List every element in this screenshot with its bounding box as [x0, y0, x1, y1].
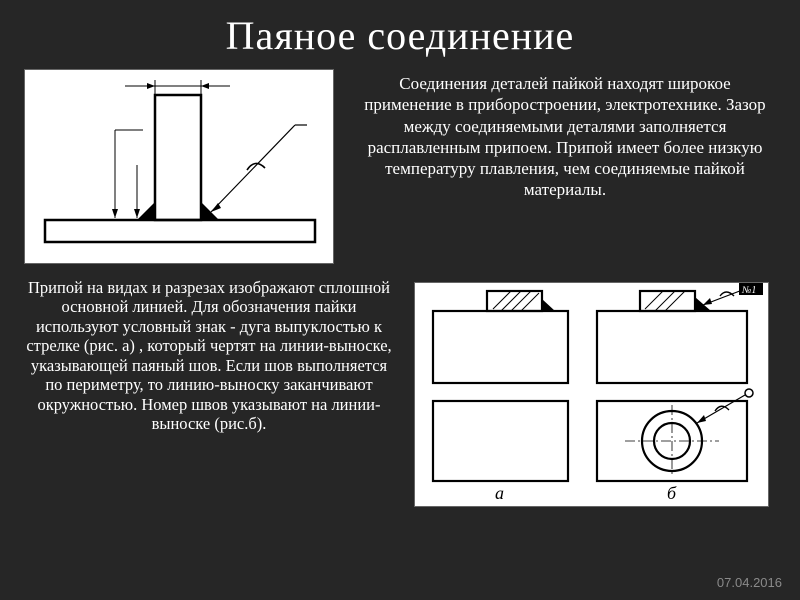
- page-title: Паяное соединение: [0, 0, 800, 59]
- figure-2-views: а №1: [414, 282, 769, 507]
- paragraph-2: Припой на видах и разрезах изображают сп…: [24, 278, 394, 507]
- paragraph-1: Соединения деталей пайкой находят широко…: [354, 69, 776, 264]
- svg-text:а: а: [495, 483, 504, 503]
- row-2: Припой на видах и разрезах изображают сп…: [0, 264, 800, 507]
- svg-text:б: б: [667, 483, 677, 503]
- svg-text:№1: №1: [741, 285, 756, 296]
- footer-date: 07.04.2016: [717, 575, 782, 590]
- figure-1-soldering-section: [24, 69, 334, 264]
- row-1: Соединения деталей пайкой находят широко…: [0, 59, 800, 264]
